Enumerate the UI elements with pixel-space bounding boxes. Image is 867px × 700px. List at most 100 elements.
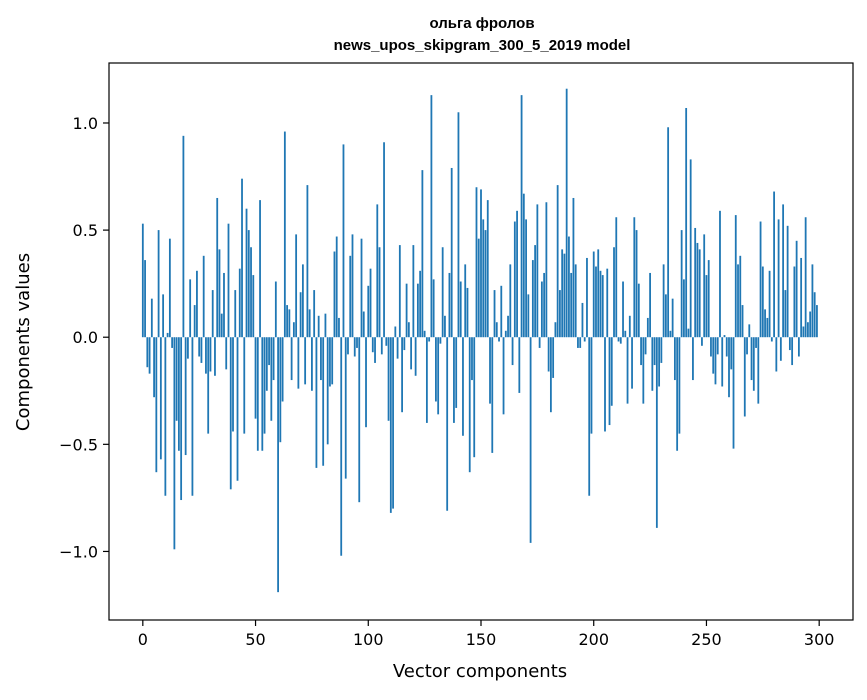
- bar: [604, 337, 606, 432]
- bar: [673, 337, 676, 381]
- bar: [651, 337, 654, 391]
- bar: [671, 298, 674, 338]
- bar: [261, 337, 264, 451]
- bar: [144, 260, 146, 338]
- bar: [432, 279, 435, 338]
- bar: [732, 337, 735, 449]
- bar: [376, 204, 379, 338]
- bar: [559, 290, 561, 338]
- bar: [502, 337, 505, 415]
- bar: [389, 337, 392, 513]
- bar: [500, 285, 503, 338]
- bar: [207, 337, 210, 434]
- bar: [371, 337, 374, 353]
- bar: [146, 337, 149, 368]
- bar-series: [141, 88, 818, 593]
- bar: [525, 219, 527, 338]
- bar: [365, 337, 367, 428]
- bar: [414, 337, 417, 376]
- bar: [646, 317, 649, 338]
- bar: [182, 135, 185, 338]
- bar: [529, 337, 532, 543]
- bar: [511, 337, 514, 366]
- bar: [572, 197, 575, 338]
- bar: [538, 337, 541, 348]
- bar: [793, 266, 796, 338]
- bar: [766, 317, 769, 338]
- bar: [333, 251, 336, 338]
- bar: [773, 191, 775, 338]
- bar: [599, 270, 602, 338]
- bar: [495, 322, 498, 338]
- bar: [457, 112, 460, 338]
- bar: [148, 337, 151, 374]
- bar: [788, 337, 791, 351]
- bar: [453, 337, 455, 423]
- bar: [362, 311, 365, 338]
- bar: [351, 234, 354, 338]
- bar: [290, 337, 293, 381]
- bar: [464, 264, 467, 338]
- bar: [268, 337, 270, 366]
- bar: [653, 337, 656, 366]
- bar: [353, 337, 356, 357]
- bar: [374, 337, 376, 363]
- bar: [428, 337, 431, 342]
- bar: [247, 230, 250, 338]
- y-tick-label: 0.5: [73, 221, 98, 240]
- bar: [667, 127, 670, 338]
- bar: [768, 270, 771, 338]
- bar: [714, 337, 717, 385]
- y-tick-label: 1.0: [73, 114, 98, 133]
- bar: [509, 264, 512, 338]
- bar: [734, 215, 737, 338]
- bar: [358, 337, 361, 503]
- bar: [486, 200, 489, 338]
- bar: [728, 337, 730, 398]
- bar: [236, 337, 239, 481]
- bar: [349, 255, 352, 338]
- bar: [421, 170, 424, 338]
- bar: [396, 337, 399, 359]
- bar: [761, 266, 764, 338]
- bar: [331, 337, 334, 385]
- bar: [601, 275, 604, 338]
- bar: [786, 225, 789, 338]
- bar: [394, 326, 397, 338]
- bar: [725, 337, 728, 357]
- bar: [710, 337, 712, 357]
- bar: [250, 247, 252, 338]
- bar: [435, 337, 437, 402]
- bar: [218, 249, 221, 338]
- bar: [252, 275, 255, 338]
- bar: [791, 337, 794, 366]
- bar: [606, 268, 609, 338]
- bar: [491, 337, 494, 453]
- bar: [547, 337, 550, 372]
- plot-frame: [108, 62, 854, 621]
- bar: [279, 337, 282, 443]
- bar: [347, 337, 349, 355]
- bar: [563, 253, 566, 338]
- bar: [383, 142, 385, 338]
- bar: [619, 337, 622, 344]
- bar: [205, 337, 207, 374]
- bar: [649, 272, 651, 338]
- bar: [797, 337, 800, 357]
- bar: [520, 95, 523, 338]
- bar: [577, 337, 579, 348]
- bar: [597, 249, 600, 338]
- bar: [356, 337, 358, 348]
- bar: [816, 305, 818, 338]
- bar: [412, 245, 415, 338]
- chart-title: ольга фролов: [429, 15, 534, 32]
- bar: [220, 313, 223, 338]
- bar: [444, 315, 446, 338]
- bar: [191, 337, 194, 496]
- bar: [633, 217, 636, 338]
- bar: [369, 268, 372, 338]
- bar: [437, 337, 440, 415]
- x-tick-label: 250: [691, 630, 722, 649]
